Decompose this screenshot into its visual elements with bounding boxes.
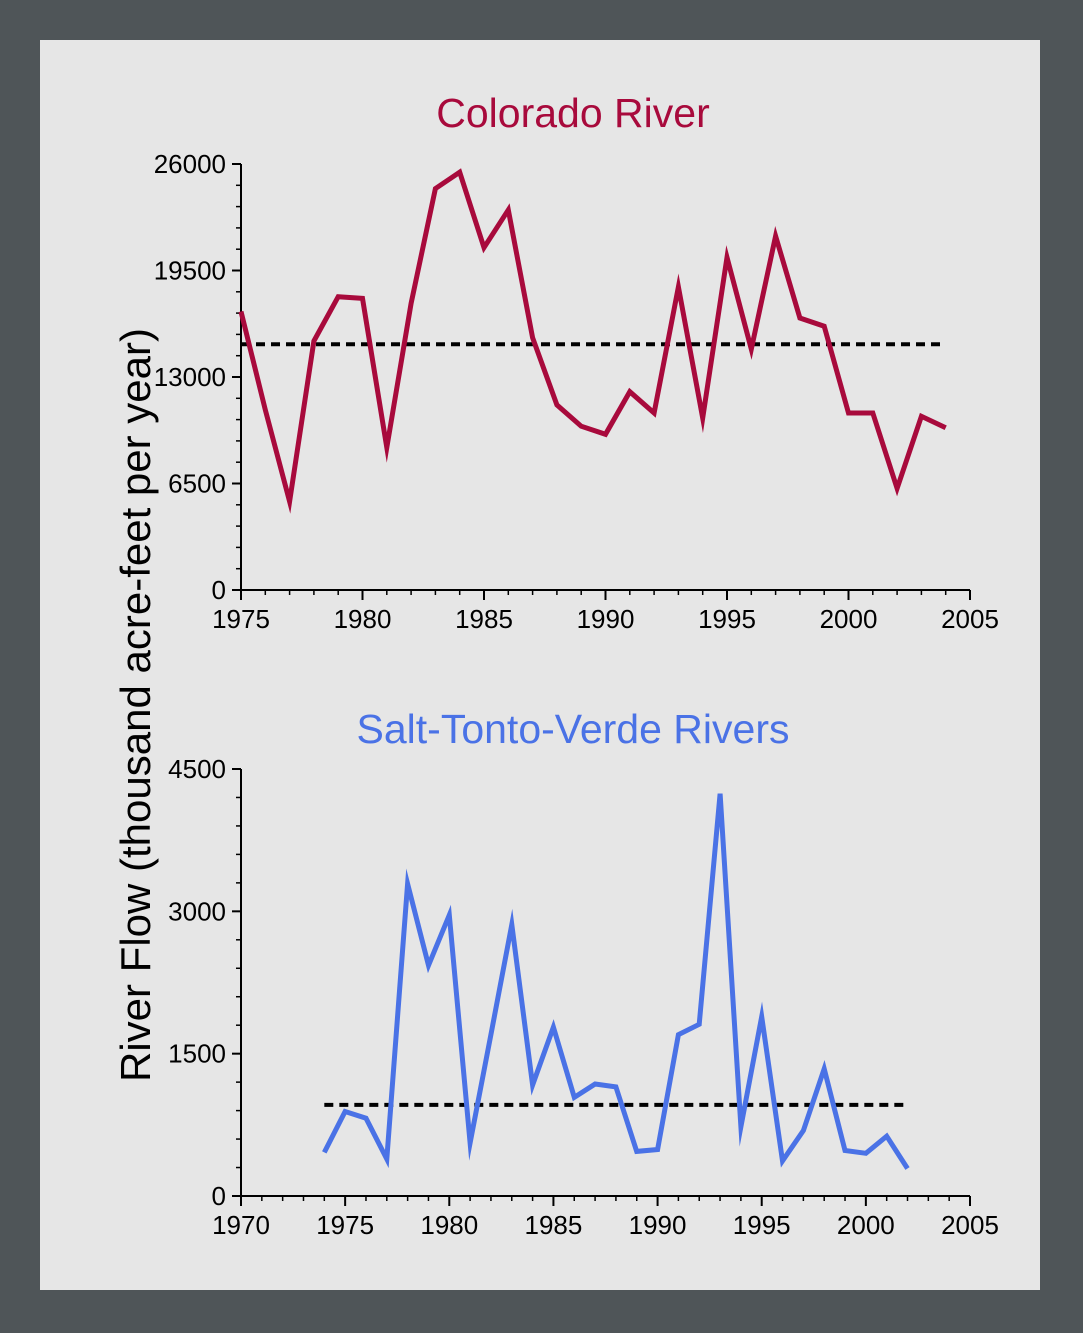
chart-title-salt: Salt-Tonto-Verde Rivers — [356, 706, 790, 752]
colorado-x-tick-label: 1995 — [698, 604, 756, 634]
salt-x-tick-label: 1990 — [629, 1210, 687, 1240]
colorado-x-tick-label: 1990 — [577, 604, 635, 634]
colorado-x-tick-label: 1975 — [212, 604, 270, 634]
salt-series-line — [322, 793, 910, 1170]
colorado-x-tick-label: 1985 — [455, 604, 513, 634]
chart-title-colorado: Colorado River — [436, 90, 710, 136]
y-axis-label: River Flow (thousand acre-feet per year) — [112, 328, 159, 1082]
salt-x-tick-label: 2005 — [941, 1210, 999, 1240]
salt-x-tick-label: 1985 — [525, 1210, 583, 1240]
salt-x-tick-label: 1995 — [733, 1210, 791, 1240]
figure-panel: 0 6500 13000 19500 26000 1975 1980 1985 1990 1995… — [40, 40, 1040, 1290]
colorado-y-tick-label: 13000 — [154, 362, 226, 392]
charts-svg: 0 6500 13000 19500 26000 1975 1980 1985 1990 1995… — [154, 149, 999, 1240]
colorado-y-tick-label: 0 — [212, 575, 226, 605]
salt-x-tick-label: 1975 — [316, 1210, 374, 1240]
salt-y-tick-label: 3000 — [168, 896, 226, 926]
salt-x-tick-label: 1980 — [420, 1210, 478, 1240]
colorado-y-tick-label: 26000 — [154, 149, 226, 179]
colorado-y-tick-label: 19500 — [154, 256, 226, 286]
salt-y-tick-label: 0 — [212, 1181, 226, 1211]
colorado-x-tick-label: 1980 — [334, 604, 392, 634]
colorado-x-tick-label: 2000 — [820, 604, 878, 634]
salt-y-tick-label: 1500 — [168, 1039, 226, 1069]
salt-x-tick-label: 2000 — [837, 1210, 895, 1240]
colorado-x-tick-label: 2005 — [941, 604, 999, 634]
salt-x-tick-label: 1970 — [212, 1210, 270, 1240]
colorado-series-line — [238, 168, 947, 514]
colorado-y-tick-label: 6500 — [168, 469, 226, 499]
salt-y-tick-label: 4500 — [168, 754, 226, 784]
